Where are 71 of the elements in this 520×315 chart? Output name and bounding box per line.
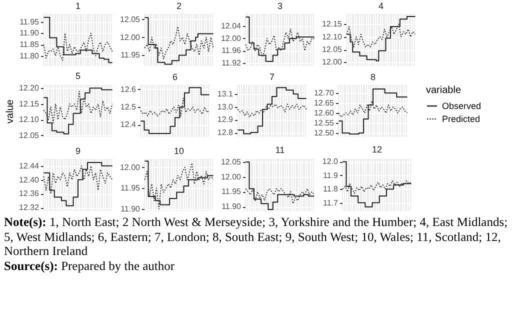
chart-title: 9 bbox=[75, 146, 81, 156]
line-series bbox=[346, 24, 416, 48]
line-series bbox=[245, 188, 315, 204]
chart-title: 7 bbox=[269, 72, 275, 82]
y-tick-label: 12.20 bbox=[18, 84, 40, 93]
legend-title: variable bbox=[426, 85, 462, 96]
y-tick-label: 12.6 bbox=[120, 84, 137, 94]
y-tick-label: 12.40 bbox=[18, 175, 40, 184]
chart-title: 6 bbox=[172, 72, 178, 82]
chart-title: 4 bbox=[378, 1, 384, 11]
line-series bbox=[43, 165, 113, 194]
y-tick-label: 12.65 bbox=[314, 98, 335, 108]
y-tick-label: 12.15 bbox=[322, 20, 343, 29]
chart-title: 12 bbox=[372, 144, 382, 155]
chart-title: 3 bbox=[277, 1, 283, 11]
chart-title: 1 bbox=[75, 1, 81, 11]
y-tick-label: 12.70 bbox=[314, 88, 335, 98]
y-tick-label: 11.85 bbox=[20, 40, 40, 50]
line-series bbox=[140, 98, 210, 116]
y-tick-label: 12.32 bbox=[18, 203, 40, 212]
y-tick-label: 11.92 bbox=[222, 58, 242, 68]
y-tick-label: 12.00 bbox=[220, 34, 242, 43]
line-series bbox=[43, 90, 113, 124]
chart-title: 8 bbox=[370, 72, 376, 82]
y-tick-label: 12.04 bbox=[220, 22, 242, 31]
text: Note(s): 1, North East; 2 North West & Merseyside; 3, Yorkshire and the Humber; 4, East Midlands; 5, West Midlands; 6, Eastern; 7, London; 8, South East; 9, South West; 10, Wales; 11, Scotland; 12, Northern Ireland bbox=[4, 215, 509, 258]
y-tick-label: 12.5 bbox=[120, 102, 137, 112]
y-tick-label: 11.80 bbox=[20, 51, 40, 60]
legend-label: Predicted bbox=[442, 114, 480, 124]
y-tick-label: 12.50 bbox=[314, 128, 335, 138]
y-tick-label: 12.10 bbox=[322, 32, 343, 42]
y-axis-title: value bbox=[4, 99, 16, 124]
y-tick-label: 12.10 bbox=[18, 115, 40, 124]
source-note: Source(s): Prepared by the author bbox=[4, 258, 176, 273]
y-tick-label: 11.95 bbox=[20, 17, 40, 26]
chart-title: 10 bbox=[174, 146, 184, 156]
y-tick-label: 12.15 bbox=[18, 99, 40, 108]
y-tick-label: 12.05 bbox=[18, 130, 40, 140]
y-tick-label: 12.8 bbox=[217, 128, 234, 138]
y-tick-label: 11.9 bbox=[323, 170, 339, 180]
y-tick-label: 12.44 bbox=[18, 161, 40, 170]
y-tick-label: 12.4 bbox=[120, 120, 137, 130]
y-tick-label: 12.55 bbox=[314, 118, 335, 128]
y-tick-label: 11.90 bbox=[222, 202, 242, 212]
line-series bbox=[245, 28, 315, 58]
y-tick-label: 11.96 bbox=[222, 46, 242, 56]
legend-label: Observed bbox=[442, 101, 482, 111]
y-tick-label: 12.00 bbox=[120, 32, 141, 42]
y-tick-label: 13.0 bbox=[217, 102, 234, 112]
y-tick-label: 11.7 bbox=[323, 198, 339, 208]
y-tick-label: 12.00 bbox=[322, 58, 343, 67]
y-tick-label: 12.05 bbox=[120, 14, 141, 24]
y-tick-label: 12.60 bbox=[314, 108, 335, 118]
y-tick-label: 12.00 bbox=[220, 172, 242, 182]
y-tick-label: 11.90 bbox=[20, 28, 40, 38]
y-tick-label: 12.0 bbox=[322, 157, 339, 166]
y-tick-label: 12.9 bbox=[217, 115, 234, 124]
line-series bbox=[144, 26, 214, 60]
chart-title: 2 bbox=[176, 1, 182, 11]
chart-title: 11 bbox=[275, 144, 285, 155]
y-tick-label: 12.05 bbox=[220, 157, 242, 166]
y-tick-label: 13.1 bbox=[217, 89, 234, 98]
y-tick-label: 12.05 bbox=[322, 45, 343, 54]
y-tick-label: 12.00 bbox=[120, 162, 141, 172]
y-tick-label: 11.95 bbox=[222, 187, 242, 196]
y-tick-label: 11.95 bbox=[120, 50, 141, 60]
y-tick-label: 11.90 bbox=[120, 204, 141, 214]
chart-title: 5 bbox=[75, 71, 81, 82]
y-tick-label: 11.95 bbox=[120, 184, 141, 193]
y-tick-label: 12.36 bbox=[18, 189, 40, 198]
y-tick-label: 11.8 bbox=[323, 184, 339, 194]
